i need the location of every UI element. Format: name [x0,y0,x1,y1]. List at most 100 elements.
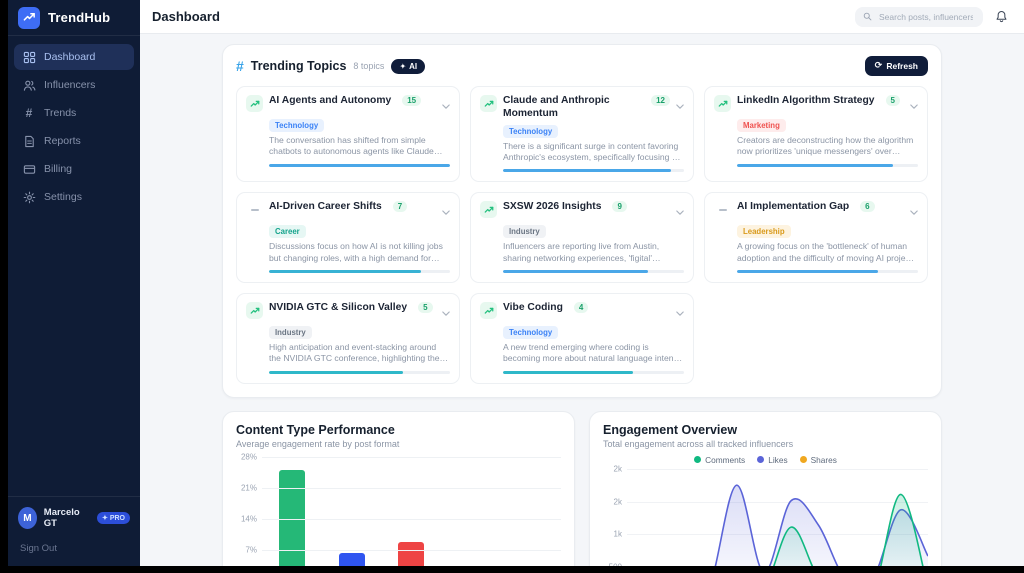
sidebar-item-influencers[interactable]: Influencers [14,72,134,98]
topic-count-badge: 5 [418,302,433,314]
topic-category-badge: Technology [503,326,559,340]
trend-up-icon [480,95,497,112]
app-name: TrendHub [48,10,111,25]
search-box[interactable] [855,6,983,27]
chevron-down-icon[interactable] [442,302,450,322]
line-chart-title: Engagement Overview [603,422,738,437]
hash-icon: # [236,58,244,74]
chevron-down-icon[interactable] [442,95,450,115]
chevron-down-icon[interactable] [910,201,918,221]
topic-description: A growing focus on the 'bottleneck' of h… [737,241,917,263]
y-tick-label: 14% [240,514,257,524]
topic-category-badge: Technology [269,119,325,132]
bell-icon[interactable] [995,10,1008,23]
chevron-down-icon[interactable] [676,95,684,115]
search-input[interactable] [877,10,975,23]
sidebar-item-trends[interactable]: # Trends [14,100,134,126]
topic-description: A new trend emerging where coding is bec… [503,342,676,364]
trend-up-icon [480,201,497,219]
legend-item: Likes [757,455,788,465]
user-profile[interactable]: M Marcelo GT ✦ PRO [8,496,140,539]
gridline [627,534,928,536]
credit-card-icon [22,162,36,176]
sidebar-item-reports[interactable]: Reports [14,128,134,154]
topic-progress-fill [737,163,893,167]
trend-up-icon [246,95,263,112]
topic-card[interactable]: AI-Driven Career Shifts 7 Career Discuss… [236,192,460,284]
topic-progress-bar [503,370,684,374]
line-chart-subtitle: Total engagement across all tracked infl… [603,438,794,449]
topic-progress-fill [737,270,879,274]
top-header: Dashboard [140,0,1024,34]
app-window: TrendHub Dashboard Influencers # Trends … [8,0,1024,566]
gridline [262,518,561,520]
trending-topics-title: Trending Topics [250,59,347,73]
gridline [262,549,561,551]
trend-up-icon [714,95,731,112]
bar-chart: 28%21%14%7%0% [236,452,561,566]
trend-up-icon [480,302,497,320]
content-type-performance-card: Content Type Performance Average engagem… [222,410,575,566]
topic-title: Claude and Anthropic Momentum [503,95,610,119]
topic-card[interactable]: SXSW 2026 Insights 9 Industry Influencer… [470,192,694,284]
topic-card[interactable]: LinkedIn Algorithm Strategy 5 Marketing … [704,86,928,183]
y-tick-label: 2k [613,497,622,507]
topic-title: AI Implementation Gap [737,201,850,213]
topic-count-badge: 4 [573,302,589,314]
sidebar-item-dashboard[interactable]: Dashboard [14,44,134,70]
y-tick-label: 7% [245,545,257,555]
bar-slot [382,457,442,566]
trend-flat-icon [246,201,263,218]
topic-category-badge: Career [269,225,306,239]
people-icon [22,78,36,92]
avatar: M [18,507,37,529]
topic-title: AI-Driven Career Shifts [269,201,382,213]
series-line-comments [627,494,928,566]
topic-category-badge: Industry [503,225,546,239]
topic-description: There is a significant surge in content … [503,140,682,163]
chevron-down-icon[interactable] [910,95,918,115]
topic-progress-bar [503,169,684,173]
bar-text[interactable] [338,552,365,566]
chevron-down-icon[interactable] [676,302,684,322]
y-tick-label: 500 [609,563,622,566]
topic-card[interactable]: AI Agents and Autonomy 15 Technology The… [236,86,460,183]
topic-progress-fill [269,163,450,167]
app-logo: TrendHub [8,0,140,36]
topic-title: NVIDIA GTC & Silicon Valley [269,302,408,314]
bar-chart-title: Content Type Performance [236,422,395,437]
refresh-button[interactable]: ⟳ Refresh [864,56,928,76]
topic-card[interactable]: Claude and Anthropic Momentum 12 Technol… [470,86,694,183]
topic-category-badge: Industry [269,326,312,340]
topic-progress-fill [269,270,422,274]
topic-progress-bar [503,270,684,274]
topic-progress-bar [269,370,450,374]
sidebar-item-settings[interactable]: Settings [14,184,134,210]
ai-badge: ✦ AI [391,58,426,74]
topic-count-badge: 9 [612,201,627,213]
gridline [627,501,928,503]
bar-chart-plot [262,456,561,566]
hash-icon: # [25,106,33,120]
topic-description: Discussions focus on how AI is not killi… [269,241,443,263]
topic-category-badge: Technology [503,124,559,138]
topic-progress-fill [269,370,403,374]
refresh-icon: ⟳ [874,60,883,71]
legend-dot [694,456,702,464]
topic-card[interactable]: AI Implementation Gap 6 Leadership A gro… [704,192,928,284]
topic-description: Influencers are reporting live from Aust… [503,241,660,263]
topic-card[interactable]: Vibe Coding 4 Technology A new trend eme… [470,293,694,384]
topic-category-badge: Leadership [737,225,791,239]
topic-description: Creators are deconstructing how the algo… [737,135,914,157]
topic-progress-fill [503,270,648,274]
y-tick-label: 1k [613,529,622,539]
chevron-down-icon[interactable] [442,201,450,221]
topic-card[interactable]: NVIDIA GTC & Silicon Valley 5 Industry H… [236,293,460,384]
trend-flat-icon [714,201,731,218]
bar-video[interactable] [398,542,425,566]
sign-out-link[interactable]: Sign Out [20,543,57,554]
sidebar-item-billing[interactable]: Billing [14,156,134,182]
gridline [262,456,561,458]
chevron-down-icon[interactable] [676,201,684,221]
main-content: # Trending Topics 8 topics ✦ AI ⟳ Refresh … [140,34,1024,566]
